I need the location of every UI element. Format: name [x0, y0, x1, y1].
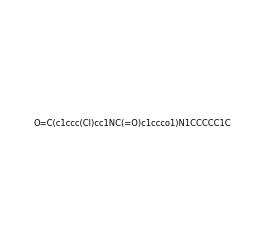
Text: O=C(c1ccc(Cl)cc1NC(=O)c1ccco1)N1CCCCC1C: O=C(c1ccc(Cl)cc1NC(=O)c1ccco1)N1CCCCC1C: [34, 119, 232, 128]
